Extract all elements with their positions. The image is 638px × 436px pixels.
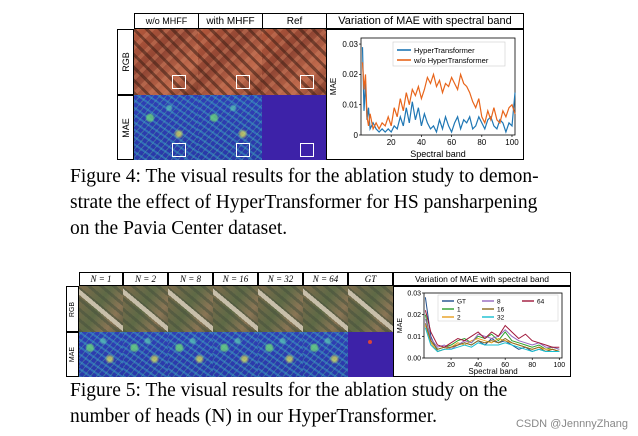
fig5-header-n2: N = 2 [123,272,168,286]
y-tick-label: 0.03 [407,290,421,297]
legend-label: w/o HyperTransformer [413,56,489,65]
zoom-box [236,75,250,89]
series-line [424,318,560,350]
legend-box [437,294,559,322]
fig5-caption-line: Figure 5: The visual results for the abl… [70,380,508,401]
fig4-mae-with-mhff [198,95,262,160]
fig5-mae-gt [348,332,393,377]
fig4-caption: Figure 4: The visual results for the abl… [70,164,610,242]
fig5-rgb-n32 [258,286,303,332]
y-axis-label: MAE [329,78,338,95]
fig4-chart-panel: 20 40 60 80 100 0 0.01 0.02 0.03 Spectral band MAE… [326,29,524,160]
x-axis-label: Spectral band [468,367,517,376]
fig5-rgb-n64 [303,286,348,332]
legend-label: GT [457,299,466,306]
series-line [424,310,560,348]
fig5-rgb-n8 [168,286,213,332]
fig5-mae-n32 [258,332,303,377]
fig5-header-n64: N = 64 [303,272,348,286]
x-tick-label: 20 [387,138,396,147]
fig5-chart-panel: 20 40 60 80 100 0.00 0.01 0.02 0.03 Spectral band… [393,286,571,377]
x-tick-label: 40 [417,138,426,147]
plot-frame [423,292,563,359]
zoom-box [172,143,186,157]
x-tick-label: 40 [474,362,482,369]
x-tick-label: 80 [528,362,536,369]
legend-label: 64 [537,299,545,306]
legend-label: 16 [497,307,505,314]
fig4-rgb-with-mhff [198,29,262,95]
legend-box [392,41,506,67]
x-tick-label: 60 [501,362,509,369]
fig5-header-n32: N = 32 [258,272,303,286]
x-tick-label: 80 [477,138,486,147]
y-tick-label: 0.01 [407,334,421,341]
legend-label: 8 [497,299,501,306]
fig4-caption-line: Figure 4: The visual results for the abl… [70,166,539,187]
fig4-rgb-wo-mhff [134,29,198,95]
x-tick-label: 60 [447,138,456,147]
y-tick-label: 0.03 [342,40,358,49]
fig5-header-chart-title: Variation of MAE with spectral band [393,272,571,286]
fig4-caption-line: on the Pavia Center dataset. [70,218,288,239]
fig5-mae-chart: 20 40 60 80 100 0.00 0.01 0.02 0.03 Spectral band… [397,290,565,376]
y-tick-label: 0.02 [407,312,421,319]
fig5-rgb-n2 [123,286,168,332]
fig5-mae-n2 [123,332,168,377]
series-line [424,323,560,353]
y-axis-label: MAE [397,318,404,334]
plot-frame [360,37,516,136]
fig5-caption: Figure 5: The visual results for the abl… [70,378,610,430]
x-tick-label: 20 [447,362,455,369]
fig4-mae-ref [262,95,326,160]
fig4-row-label-mae: MAE [117,95,134,160]
zoom-box [300,143,314,157]
legend-label: HyperTransformer [414,46,475,55]
fig5-mae-n8 [168,332,213,377]
fig4-header-wo-mhff: w/o MHFF [134,13,199,29]
y-tick-label: 0 [354,131,359,140]
fig5-rgb-n16 [213,286,258,332]
zoom-box [236,143,250,157]
fig5-header-n1: N = 1 [79,272,123,286]
y-tick-label: 0.00 [407,355,421,362]
legend-label: 32 [497,315,505,322]
series-line [361,47,516,134]
y-tick-label: 0.02 [342,70,358,79]
x-tick-label: 100 [505,138,519,147]
fig4-header-ref: Ref [262,13,327,29]
fig4-mae-wo-mhff [134,95,198,160]
fig5-row-label-mae: MAE [66,332,79,377]
x-axis-label: Spectral band [410,149,466,159]
fig4-row-label-rgb: RGB [117,29,134,95]
y-tick-label: 0.01 [342,100,358,109]
fig5-row-label-rgb: RGB [66,286,79,332]
fig5-header-n16: N = 16 [213,272,258,286]
fig4-header-with-mhff: with MHFF [198,13,263,29]
zoom-box [172,75,186,89]
zoom-box [300,75,314,89]
x-tick-label: 100 [553,362,565,369]
fig5-caption-line: number of heads (N) in our HyperTransfor… [70,406,437,427]
fig5-header-gt: GT [348,272,393,286]
fig5-rgb-n1 [79,286,123,332]
fig5-rgb-gt [348,286,393,332]
fig4-mae-chart: 20 40 60 80 100 0 0.01 0.02 0.03 Spectral band MAE… [329,37,519,159]
watermark: CSDN @JennnyZhang [515,418,628,430]
series-line [424,327,560,353]
legend-label: 2 [457,315,461,322]
series-line [361,62,516,131]
fig5-mae-n16 [213,332,258,377]
red-marker [368,340,372,344]
legend-label: 1 [457,307,461,314]
fig5-mae-n64 [303,332,348,377]
fig4-header-chart-title: Variation of MAE with spectral band [326,13,524,29]
fig4-rgb-ref [262,29,326,95]
fig5-header-n8: N = 8 [168,272,213,286]
fig4-caption-line: strate the effect of HyperTransformer fo… [70,192,538,213]
fig5-mae-n1 [79,332,123,377]
